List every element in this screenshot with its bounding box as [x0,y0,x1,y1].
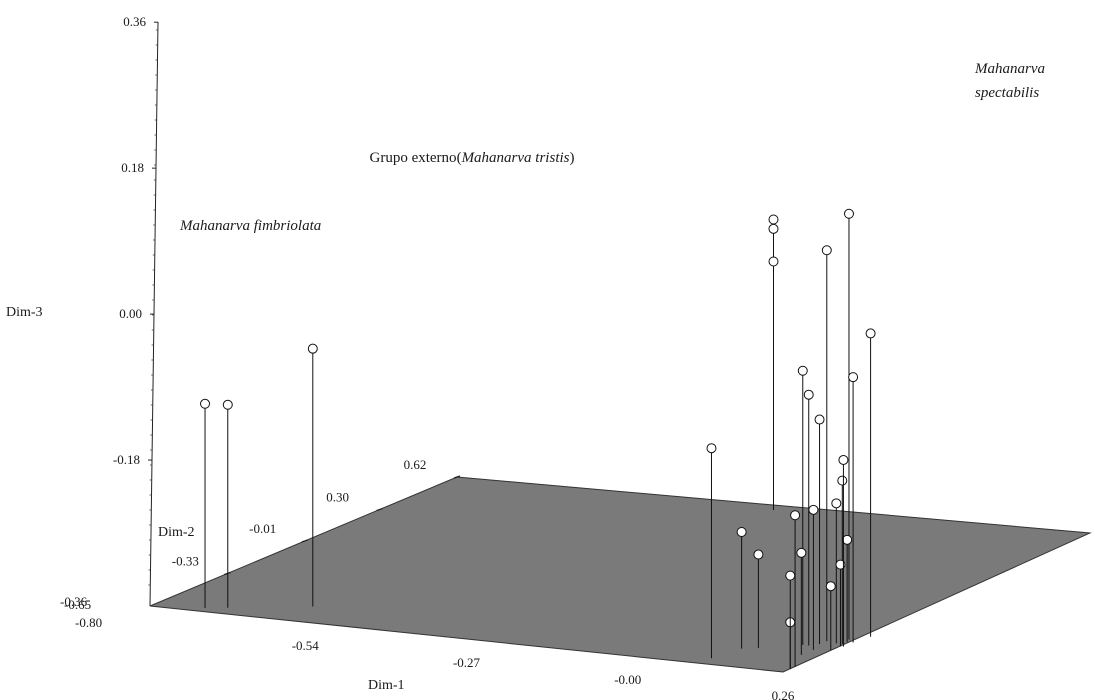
corner-label-x-min: -0.80 [75,615,102,630]
data-point [785,570,796,581]
data-point [222,399,233,410]
x-axis: Dim-1 -0.54 -0.27 -0.00 0.26 [292,638,795,700]
data-point [736,527,747,538]
y-tick-label: 0.62 [404,457,427,472]
floor-plane [149,476,1092,673]
y-tick-label: -0.33 [172,553,199,568]
data-point [825,581,836,592]
data-point [753,549,764,560]
group-label-part: ( [457,150,462,166]
data-point [706,443,717,454]
data-point [848,372,859,383]
group-grupo-externo-mahanarva-tristis- [768,214,779,510]
group-mahanarva-fimbriolata [200,343,318,608]
data-point [865,328,876,339]
data-point [803,389,814,400]
data-point [768,256,779,267]
data-point [797,365,808,376]
corner-labels: -0.36 -0.65 -0.80 [60,594,102,630]
y-tick-mark [301,539,308,543]
group-label-part: Mahanarva fimbriolata [179,218,321,234]
z-tick-label: 0.36 [123,14,146,29]
group-label-part: Mahanarva tristis [461,150,570,166]
data-point [837,475,848,486]
corner-label-y-min: -0.65 [64,597,91,612]
y-axis: Dim-2 -0.33 -0.01 0.30 0.62 [158,457,461,576]
group-label: Mahanarva fimbriolata [179,218,321,234]
z-tick-label: 0.18 [121,160,144,175]
data-point [796,547,807,558]
x-axis-title: Dim-1 [368,678,405,693]
x-tick-label: -0.00 [614,672,641,687]
x-tick-label: 0.26 [772,688,795,700]
y-tick-label: 0.30 [326,490,349,505]
data-point [768,214,779,225]
y-tick-mark [453,475,461,479]
data-point [831,498,842,509]
data-point [838,454,849,465]
group-mahanarva-spectabilis [706,208,876,669]
y-axis-title: Dim-2 [158,525,195,540]
group-label: Mahanarva [974,61,1045,77]
data-point [790,510,801,521]
group-label-part: Mahanarva [974,61,1045,77]
corner-label-z-min: -0.36 [60,594,88,609]
x-tick-label: -0.27 [453,655,481,670]
z-tick-label: -0.18 [113,452,140,467]
z-axis-ticks: 0.36 0.18 0.00 -0.18 [113,14,158,586]
data-point [200,398,211,409]
data-point [843,208,854,219]
data-point [842,534,853,545]
group-label-part: ) [570,150,575,166]
data-points [200,208,876,669]
group-label: Grupo externo(Mahanarva tristis) [370,150,575,166]
z-axis-line [149,21,159,607]
data-point [768,223,779,234]
y-tick-label: -0.01 [249,521,276,536]
y-tick-mark [376,507,383,512]
x-tick-label: -0.54 [292,638,320,653]
group-label-part: spectabilis [975,85,1039,101]
data-point [814,414,825,425]
group-label: spectabilis [975,85,1039,101]
z-axis: 0.36 0.18 0.00 -0.18 Dim-3 [6,14,159,607]
z-axis-title: Dim-3 [6,305,43,320]
group-label-part: Grupo externo [370,150,457,166]
data-point [307,343,318,354]
data-point [808,504,819,515]
data-point [821,245,832,256]
data-point [835,559,846,570]
z-tick-label: 0.00 [119,306,142,321]
